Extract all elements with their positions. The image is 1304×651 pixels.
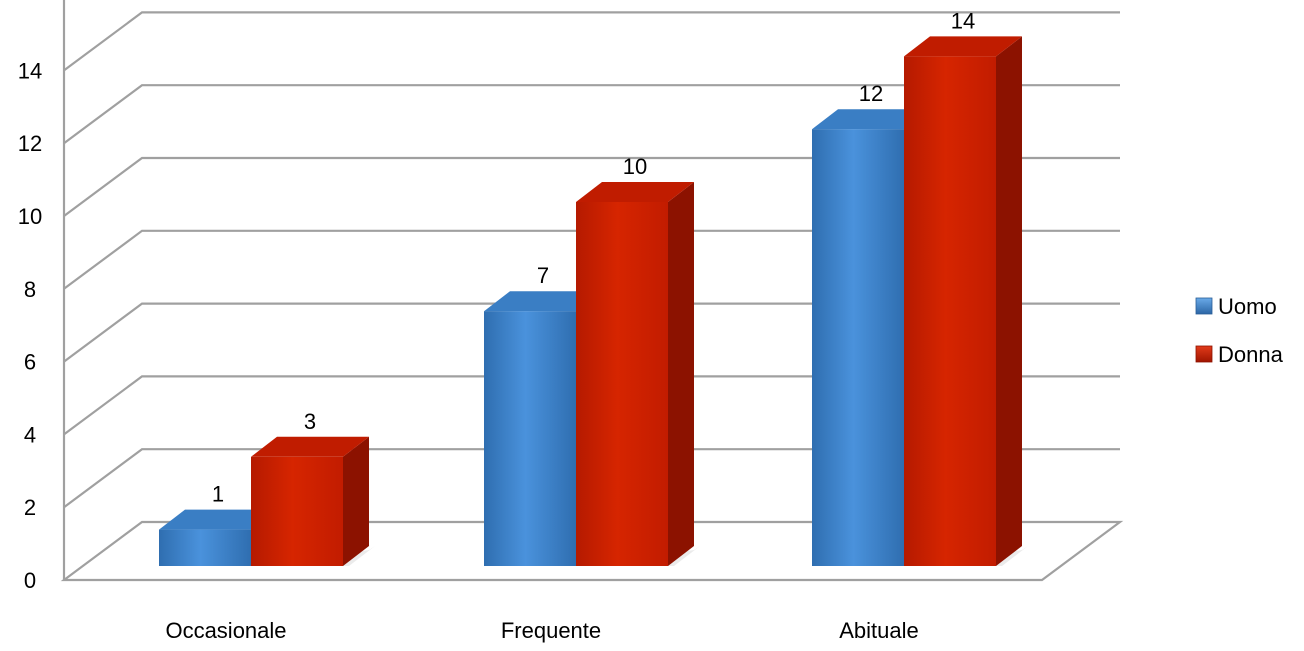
bar-donna-frequente (576, 202, 668, 566)
legend-label-donna: Donna (1218, 342, 1284, 367)
bar-top-donna (251, 436, 369, 457)
y-tick-label: 12 (18, 131, 42, 156)
data-label: 14 (951, 8, 975, 33)
x-axis-categories: Occasionale Frequente Abituale (165, 618, 918, 643)
data-label: 10 (623, 154, 647, 179)
gridline (63, 156, 1120, 217)
gridline (63, 84, 1120, 145)
y-tick-label: 14 (18, 58, 42, 83)
data-label: 3 (304, 409, 316, 434)
legend: Uomo Donna (1195, 294, 1284, 367)
gridline (63, 11, 1120, 72)
x-category-label: Frequente (501, 618, 601, 643)
legend-swatch-uomo (1195, 297, 1213, 315)
legend-label-uomo: Uomo (1218, 294, 1277, 319)
data-label: 12 (859, 81, 883, 106)
bar-uomo-frequente (484, 311, 576, 566)
bar-side-donna (343, 436, 369, 566)
bar-donna-abituale (904, 56, 996, 567)
bar-side-donna (668, 182, 694, 566)
y-tick-label: 8 (24, 277, 36, 302)
bar-uomo-abituale (812, 129, 904, 566)
y-tick-label: 10 (18, 204, 42, 229)
bar-top-uomo (484, 291, 602, 312)
data-labels: 1 3 7 10 12 14 (212, 8, 975, 506)
legend-swatch-donna (1195, 345, 1213, 363)
gridlines (62, 0, 1120, 580)
gridline (63, 448, 1120, 509)
bar-donna-occasionale (251, 456, 343, 566)
bar-top-donna (904, 36, 1022, 57)
x-category-label: Abituale (839, 618, 919, 643)
bar-side-donna (996, 36, 1022, 566)
bar-top-uomo (159, 509, 277, 530)
y-tick-label: 0 (24, 568, 36, 593)
bar-top-uomo (812, 109, 930, 130)
data-label: 7 (537, 263, 549, 288)
y-axis-ticks: 0 2 4 6 8 10 12 14 (18, 58, 42, 593)
x-category-label: Occasionale (165, 618, 286, 643)
y-tick-label: 4 (24, 422, 36, 447)
data-label: 1 (212, 482, 224, 507)
y-tick-label: 6 (24, 350, 36, 375)
y-tick-label: 2 (24, 495, 36, 520)
gridline (63, 229, 1120, 290)
bars (159, 36, 1028, 567)
gridline (63, 375, 1120, 436)
bar-top-donna (576, 182, 694, 202)
gridline (63, 302, 1120, 363)
bar-uomo-occasionale (159, 529, 251, 566)
